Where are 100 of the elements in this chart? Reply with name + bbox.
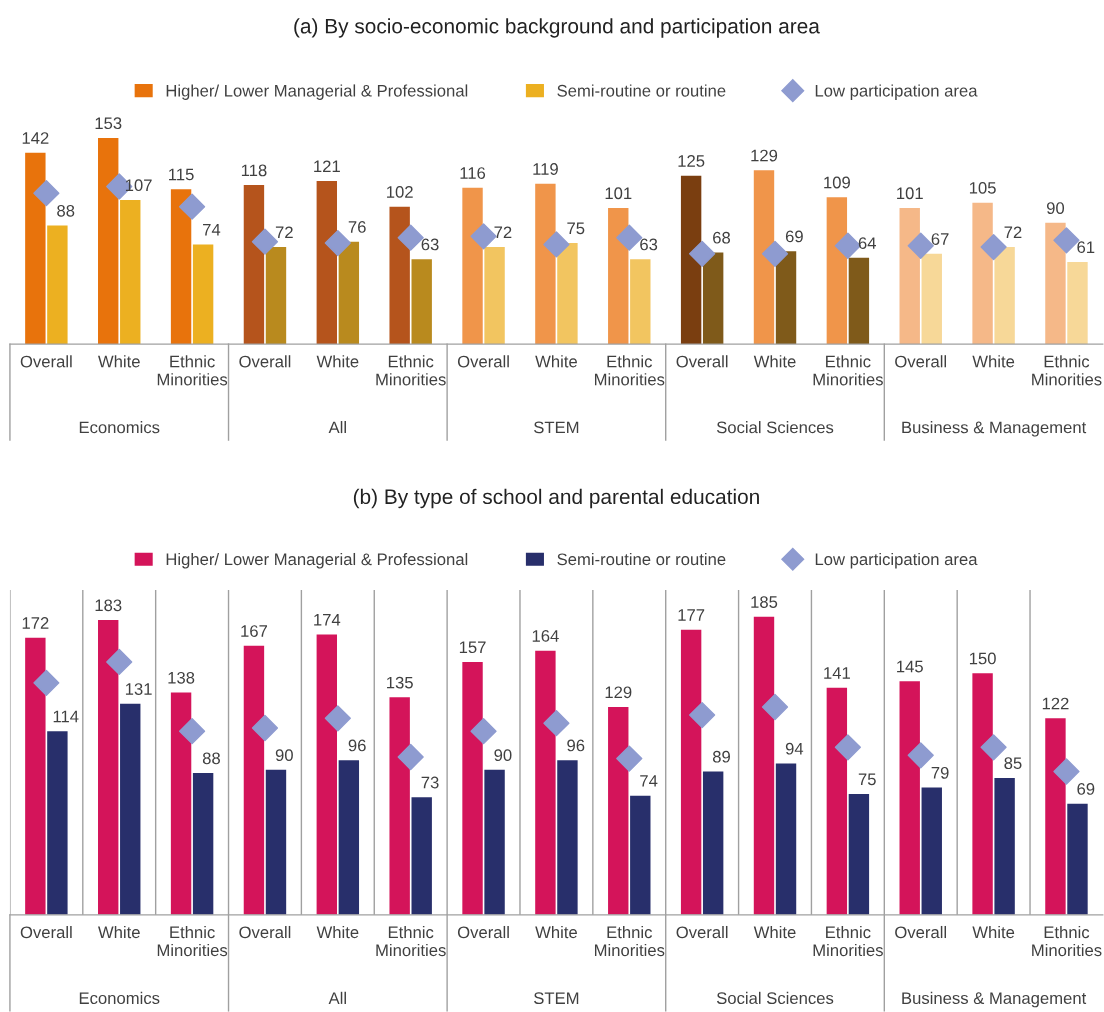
data-label: 75 (858, 773, 876, 786)
data-label: 116 (460, 167, 486, 179)
data-label: 118 (241, 164, 267, 177)
data-label: 85 (1004, 757, 1022, 770)
data-label: 64 (858, 237, 876, 250)
data-label: 76 (348, 221, 366, 233)
text: Business & Management (902, 421, 1087, 437)
x-tick-label: Overall (457, 355, 509, 368)
data-label: 63 (421, 238, 439, 251)
x-tick-label: Overall (239, 925, 291, 939)
data-label: 72 (494, 226, 512, 239)
data-label: 75 (567, 222, 585, 235)
data-label: 131 (125, 683, 152, 695)
data-label: 174 (314, 614, 341, 626)
x-tick-label: Overall (895, 925, 947, 939)
data-label: 73 (421, 776, 439, 789)
legend-label: Low participation area (815, 84, 978, 100)
data-label: 88 (57, 204, 75, 217)
data-label: 109 (824, 176, 850, 189)
data-label: 177 (678, 609, 705, 621)
data-label: 183 (95, 599, 122, 612)
legend-label: Semi-routine or routine (557, 84, 726, 97)
data-label: 141 (824, 667, 850, 679)
x-tick-label: White (753, 355, 796, 368)
data-label: 164 (532, 630, 559, 642)
x-tick-label: Ethnic Minorities (594, 355, 665, 386)
data-label: 157 (459, 641, 486, 654)
x-tick-label: Ethnic Minorities (157, 355, 228, 386)
data-label: 61 (1077, 241, 1095, 254)
data-label: 69 (785, 230, 803, 243)
data-label: 138 (168, 671, 195, 684)
text: STEM (534, 421, 579, 434)
data-label: 79 (931, 766, 949, 779)
x-tick-label: White (972, 355, 1015, 368)
data-label: 122 (1042, 697, 1069, 710)
data-label: 145 (897, 660, 923, 673)
text: Business & Management (902, 991, 1087, 1008)
x-tick-label: Ethnic Minorities (813, 925, 883, 957)
data-label: 114 (53, 710, 79, 723)
data-label: 129 (751, 149, 778, 162)
data-label: 88 (202, 752, 220, 765)
data-label: 125 (678, 155, 705, 167)
x-tick-label: White (98, 355, 140, 368)
text: All (328, 421, 346, 434)
text: Social Sciences (716, 991, 834, 1005)
data-label: 72 (275, 226, 293, 239)
x-tick-label: White (98, 925, 140, 939)
data-label: 72 (1004, 226, 1022, 239)
data-label: 101 (897, 187, 923, 200)
text: All (328, 991, 346, 1004)
data-label: 101 (605, 187, 632, 200)
x-tick-label: White (316, 925, 359, 939)
legend-label: Low participation area (815, 552, 978, 569)
data-label: 63 (640, 238, 658, 251)
data-label: 90 (275, 749, 293, 762)
data-label: 96 (567, 739, 585, 752)
x-tick-label: Overall (676, 925, 728, 939)
x-tick-label: White (535, 355, 577, 368)
data-label: 119 (533, 163, 558, 175)
chart-title: (b) By type of school and parental education (353, 488, 759, 509)
data-label: 172 (22, 617, 49, 629)
x-tick-label: Ethnic Minorities (813, 355, 883, 386)
x-tick-label: Ethnic Minorities (1032, 925, 1102, 957)
data-label: 74 (203, 223, 221, 236)
legend-label: Higher/ Lower Managerial & Professional (166, 552, 468, 569)
data-label: 105 (969, 181, 996, 194)
legend-label: Higher/ Lower Managerial & Professional (166, 84, 468, 100)
x-tick-label: Overall (457, 925, 509, 939)
data-label: 96 (348, 739, 366, 752)
x-tick-label: Ethnic Minorities (376, 355, 446, 386)
x-tick-label: White (316, 355, 359, 368)
data-label: 150 (969, 652, 996, 665)
data-label: 90 (494, 749, 512, 762)
legend-label: Semi-routine or routine (557, 552, 726, 566)
data-label: 142 (22, 132, 49, 144)
x-tick-label: White (972, 925, 1015, 939)
data-label: 74 (640, 775, 658, 787)
x-tick-label: Overall (239, 355, 291, 368)
data-label: 115 (169, 168, 194, 181)
data-label: 129 (605, 686, 632, 699)
x-tick-label: Overall (895, 355, 947, 368)
x-tick-label: White (753, 925, 796, 939)
text: Economics (79, 991, 160, 1005)
data-label: 90 (1046, 202, 1065, 214)
x-tick-label: White (535, 925, 577, 939)
x-tick-label: Ethnic Minorities (594, 925, 665, 957)
data-label: 167 (241, 625, 268, 637)
text: Social Sciences (716, 421, 834, 434)
data-label: 94 (785, 742, 804, 755)
data-label: 89 (712, 750, 730, 763)
x-tick-label: Overall (20, 925, 72, 939)
chart-title: (a) By socio-economic background and participation area (294, 18, 820, 38)
data-label: 153 (95, 117, 122, 130)
data-label: 69 (1077, 783, 1095, 795)
data-label: 67 (931, 233, 949, 245)
text: STEM (534, 992, 579, 1005)
data-label: 102 (387, 186, 413, 198)
data-label: 135 (387, 676, 413, 689)
text: Economics (79, 421, 160, 434)
x-tick-label: Ethnic Minorities (157, 925, 228, 957)
